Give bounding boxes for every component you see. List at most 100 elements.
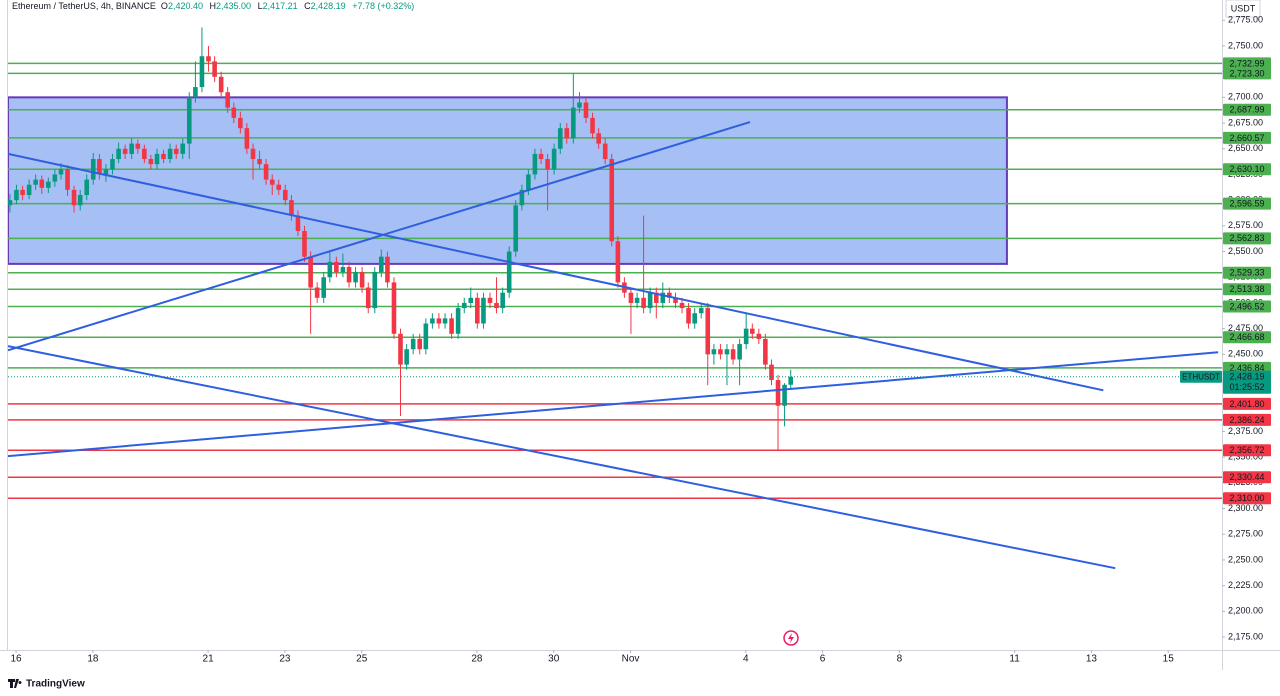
x-tick-label: 13 (1086, 654, 1098, 665)
c-label: C (304, 1, 311, 11)
level-label: 2,660.57 (1229, 133, 1264, 143)
candle-body (276, 184, 282, 190)
candle-body (743, 328, 749, 345)
candle-body (686, 308, 691, 324)
level-label-bg (1223, 283, 1271, 296)
candle-body (142, 148, 147, 160)
level-label-bg (1223, 300, 1271, 313)
level-label: 2,436.84 (1229, 363, 1264, 373)
level-label-bg (1223, 444, 1271, 457)
candle-body (692, 313, 697, 324)
level-label-bg (1223, 57, 1271, 70)
candle-body (404, 349, 409, 365)
y-tick-label: 2,225.00 (1228, 580, 1263, 590)
x-tick-label: 11 (1009, 654, 1020, 665)
h-value: 2,435.00 (216, 1, 252, 11)
candle-body (231, 107, 237, 118)
level-label: 2,687.99 (1229, 105, 1264, 115)
candle-body (436, 318, 442, 324)
level-label: 2,723.30 (1229, 68, 1264, 78)
candle-body (135, 143, 141, 149)
candle-body (103, 169, 109, 175)
candle-body (596, 133, 601, 144)
candle-body (449, 318, 454, 334)
y-tick-label: 2,775.00 (1228, 15, 1263, 25)
y-tick-label: 2,375.00 (1228, 426, 1263, 436)
candle-body (641, 297, 646, 309)
y-tick-label: 2,750.00 (1228, 40, 1263, 50)
x-tick-label: 21 (203, 654, 215, 665)
candle-body (77, 195, 83, 206)
x-tick-label: Nov (622, 654, 640, 665)
y-tick-label: 2,275.00 (1228, 529, 1263, 539)
candle-body (257, 159, 262, 165)
candle-body (564, 128, 570, 139)
level-label: 2,513.38 (1229, 284, 1264, 294)
symbol-title: Ethereum / TetherUS, 4h, BINANCE (12, 1, 156, 11)
candle-body (391, 282, 397, 334)
level-label-bg (1223, 197, 1271, 210)
candle-body (122, 148, 128, 154)
level-label: 2,562.83 (1229, 233, 1264, 243)
candle-body (430, 318, 435, 324)
candle-body (218, 76, 224, 93)
candle-body (353, 272, 358, 283)
candle-body (154, 153, 160, 165)
candle-body (90, 159, 96, 180)
currency-box[interactable] (1225, 0, 1261, 18)
trendline (8, 351, 1219, 458)
y-tick-label: 2,675.00 (1228, 117, 1263, 127)
y-tick-label: 2,200.00 (1228, 606, 1263, 616)
level-label-bg (1223, 103, 1271, 116)
change: +7.78 (+0.32%) (352, 1, 415, 11)
candle-body (557, 128, 563, 149)
candle-body (334, 261, 339, 273)
candle-body (609, 159, 615, 242)
candle-body (763, 338, 768, 365)
candle-body (314, 287, 320, 298)
candle-body (263, 164, 269, 180)
level-label: 2,596.59 (1229, 199, 1264, 209)
level-label: 2,496.52 (1229, 301, 1264, 311)
c-value: 2,428.19 (310, 1, 346, 11)
candle-body (269, 179, 275, 185)
level-label-bg (1223, 67, 1271, 80)
candle-body (193, 87, 198, 98)
candle-body (506, 251, 512, 293)
candle-body (385, 256, 390, 283)
candle-body (372, 272, 378, 309)
candle-body (487, 297, 493, 303)
level-label: 2,401.80 (1229, 399, 1264, 409)
candle-body (39, 179, 45, 188)
candle-body (46, 181, 51, 188)
level-label-bg (1223, 331, 1271, 344)
candle-body (667, 292, 672, 298)
y-tick-label: 2,575.00 (1228, 220, 1263, 230)
candle-body (129, 143, 134, 154)
lightning-icon[interactable] (783, 630, 799, 646)
candle-body (289, 200, 294, 216)
trendline (8, 152, 1104, 392)
candle-body (71, 189, 77, 206)
candle-body (33, 179, 38, 185)
axes: 2,175.00 2,200.00 2,225.00 2,250.00 2,275.00… (11, 15, 1271, 665)
candle-body (545, 159, 550, 170)
x-tick-label: 8 (897, 654, 903, 665)
candle-body (327, 261, 333, 278)
y-tick-label: 2,350.00 (1228, 452, 1263, 462)
x-tick-label: 23 (279, 654, 291, 665)
x-tick-label: 4 (743, 654, 749, 665)
candle-body (583, 102, 589, 118)
candle-body (212, 61, 217, 77)
candle-body (577, 102, 582, 108)
brand: TradingView (26, 679, 85, 690)
candle-body (346, 266, 352, 283)
candle-body (705, 308, 711, 355)
candle-body (58, 169, 64, 175)
candle-body (442, 318, 448, 324)
level-label: 2,330.44 (1229, 472, 1264, 482)
candle-body (500, 292, 505, 309)
candle-body (180, 143, 186, 154)
current-price-bg (1223, 370, 1271, 394)
candle-body (756, 333, 762, 339)
